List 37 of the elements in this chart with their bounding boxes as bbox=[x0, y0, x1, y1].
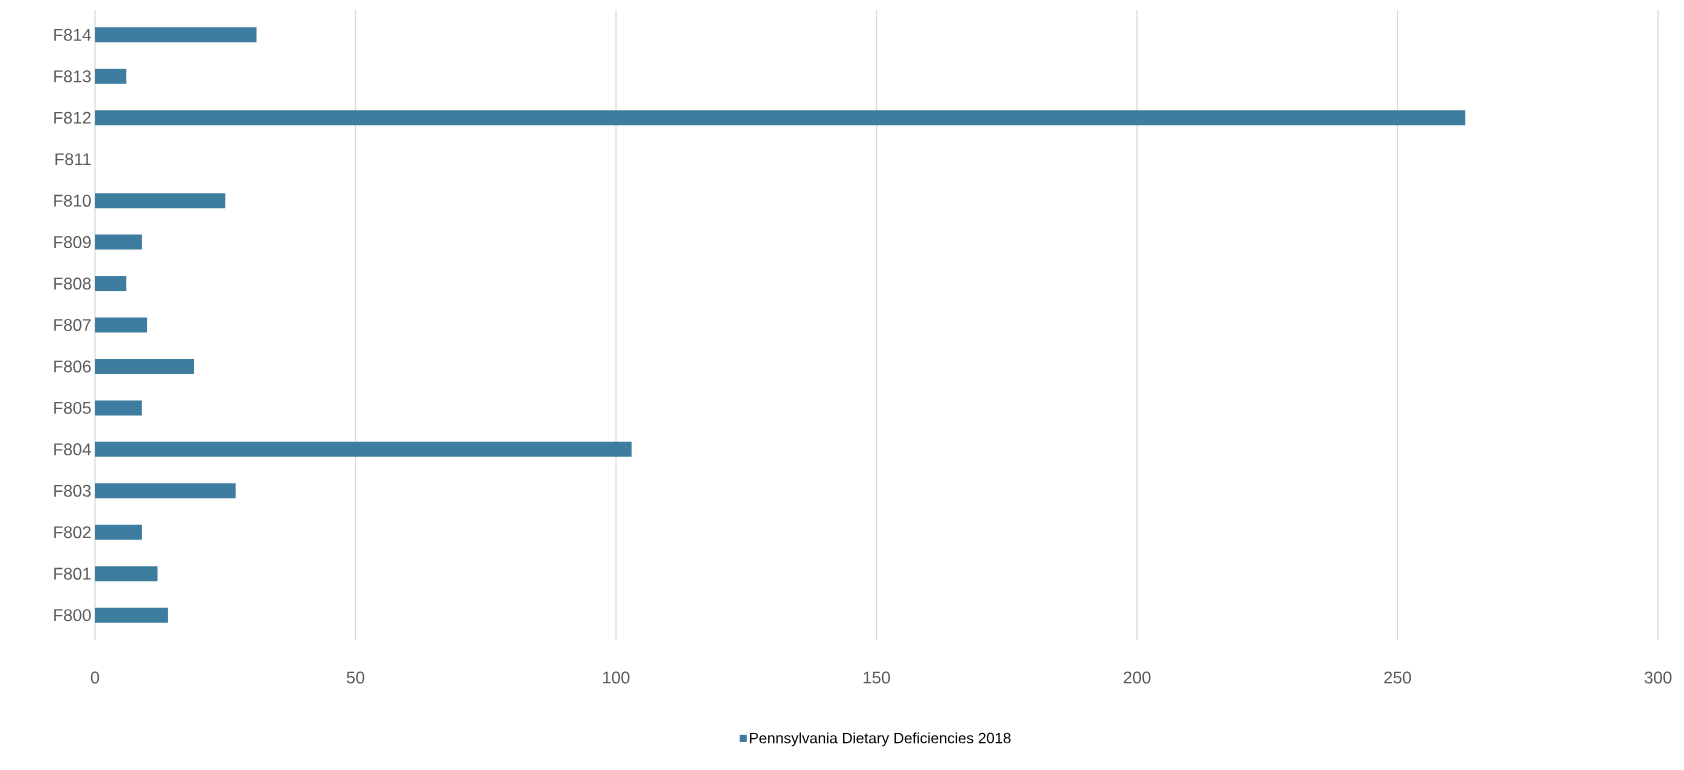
bar bbox=[95, 400, 142, 416]
y-tick-label: F811 bbox=[55, 153, 91, 166]
x-tick-label: 50 bbox=[346, 671, 365, 684]
x-tick-label: 250 bbox=[1384, 671, 1411, 684]
bar bbox=[95, 607, 168, 623]
y-tick-label: F800 bbox=[54, 609, 91, 622]
bar bbox=[95, 110, 1466, 126]
y-tick-label: F814 bbox=[54, 28, 91, 41]
bar bbox=[95, 317, 148, 333]
y-tick-label: F810 bbox=[54, 194, 91, 207]
legend-label: Pennsylvania Dietary Deficiencies 2018 bbox=[750, 732, 1011, 747]
y-tick-label: F801 bbox=[54, 567, 91, 580]
bar bbox=[95, 358, 194, 374]
x-tick-label: 0 bbox=[90, 671, 100, 684]
x-tick-label: 150 bbox=[863, 671, 890, 684]
y-tick-label: F807 bbox=[54, 319, 91, 332]
x-tick-label: 100 bbox=[603, 671, 630, 684]
bar bbox=[95, 441, 632, 457]
bar bbox=[95, 276, 127, 292]
y-tick-label: F802 bbox=[54, 526, 91, 539]
bar bbox=[95, 68, 127, 84]
y-tick-label: F809 bbox=[54, 236, 91, 249]
bar bbox=[95, 193, 226, 209]
bar bbox=[95, 27, 257, 43]
y-tick-label: F804 bbox=[54, 443, 91, 456]
y-tick-label: F812 bbox=[54, 111, 91, 124]
y-tick-label: F806 bbox=[54, 360, 91, 373]
y-tick-label: F805 bbox=[54, 401, 91, 414]
x-tick-label: 300 bbox=[1644, 671, 1672, 684]
y-tick-label: F808 bbox=[54, 277, 91, 290]
x-tick-label: 200 bbox=[1123, 671, 1151, 684]
y-tick-label: F803 bbox=[54, 484, 91, 497]
bar bbox=[95, 234, 142, 250]
bar bbox=[95, 524, 142, 540]
bar bbox=[95, 566, 158, 582]
y-tick-label: F813 bbox=[54, 70, 91, 83]
bar bbox=[95, 483, 236, 499]
